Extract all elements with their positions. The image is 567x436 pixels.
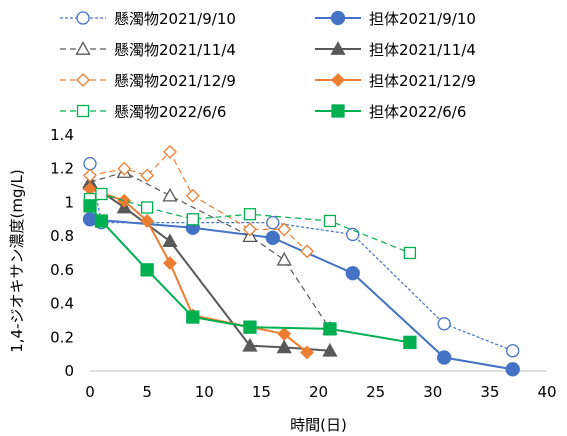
data-point xyxy=(185,188,200,203)
data-point xyxy=(242,337,258,352)
legend-marker xyxy=(331,104,345,118)
legend-marker xyxy=(76,73,90,87)
legend-label: 担体2021/11/4 xyxy=(369,41,476,59)
data-point xyxy=(300,345,314,360)
data-point xyxy=(82,212,98,227)
legend-marker xyxy=(330,10,346,26)
legend-label: 懸濁物2021/9/10 xyxy=(114,10,236,28)
legend-label: 担体2021/12/9 xyxy=(369,72,476,90)
y-tick-label: 0.6 xyxy=(50,261,74,279)
data-point xyxy=(243,208,257,221)
series-line xyxy=(89,163,513,352)
y-tick-label: 1 xyxy=(64,193,74,211)
data-point xyxy=(276,251,292,266)
series-8 xyxy=(83,199,417,349)
data-point xyxy=(323,322,337,336)
data-point xyxy=(437,350,452,365)
data-point xyxy=(162,187,178,202)
data-point xyxy=(140,168,155,183)
legend-item: 担体2021/9/10 xyxy=(315,10,476,28)
x-tick-label: 30 xyxy=(423,383,442,401)
x-tick-label: 35 xyxy=(480,383,499,401)
series-1 xyxy=(83,157,520,358)
data-point xyxy=(323,214,337,228)
data-point xyxy=(186,310,200,324)
y-tick-label: 0.2 xyxy=(50,328,74,346)
legend-item: 担体2022/6/6 xyxy=(315,103,466,121)
data-point xyxy=(83,199,97,213)
x-tick-label: 20 xyxy=(309,383,328,401)
y-tick-label: 0 xyxy=(64,362,74,380)
data-point xyxy=(266,216,280,230)
x-tick-label: 25 xyxy=(366,383,385,401)
series-4 xyxy=(82,176,338,357)
data-point xyxy=(403,246,417,260)
legend-item: 懸濁物2021/11/4 xyxy=(60,41,236,59)
y-tick-label: 0.8 xyxy=(50,227,74,245)
data-point xyxy=(276,339,292,354)
legend-marker xyxy=(331,73,345,87)
x-tick-label: 40 xyxy=(537,383,556,401)
legend-label: 懸濁物2022/6/6 xyxy=(114,103,226,121)
legend-marker xyxy=(75,41,91,55)
data-point xyxy=(140,263,154,277)
data-point xyxy=(94,214,109,228)
x-tick-label: 10 xyxy=(195,383,214,401)
series-7 xyxy=(83,187,417,260)
data-point xyxy=(95,187,108,201)
legend-label: 担体2021/9/10 xyxy=(369,10,476,28)
x-tick-label: 0 xyxy=(85,383,95,401)
data-point xyxy=(437,317,451,331)
axes: 0 5 10 15 20 25 30 35 40 0 0.2 0.4 0.6 0.8 1 1.2 1.4 xyxy=(50,126,556,401)
legend-label: 担体2022/6/6 xyxy=(369,103,466,121)
data-point xyxy=(300,244,314,259)
x-axis-label: 時間(日) xyxy=(290,416,347,434)
series-line xyxy=(89,171,331,330)
legend-label: 懸濁物2021/12/9 xyxy=(114,72,236,90)
data-point xyxy=(162,233,178,248)
data-point xyxy=(163,256,177,271)
plot-area xyxy=(82,144,520,377)
legend-marker xyxy=(330,41,346,55)
data-point xyxy=(277,222,292,237)
data-point xyxy=(346,227,360,242)
legend-item: 懸濁物2021/12/9 xyxy=(60,72,236,90)
legend-item: 担体2021/12/9 xyxy=(315,72,476,90)
data-point xyxy=(505,362,520,377)
data-point xyxy=(83,168,97,183)
data-point xyxy=(83,157,97,171)
data-point xyxy=(163,144,177,159)
y-tick-label: 0.4 xyxy=(50,295,74,313)
data-point xyxy=(265,230,280,245)
data-point xyxy=(186,213,199,226)
data-point xyxy=(140,201,154,214)
y-axis-label: 1,4-ジオキサン濃度(mg/L) xyxy=(8,169,26,353)
x-tick-label: 15 xyxy=(252,383,271,401)
series-6 xyxy=(83,182,314,360)
data-point xyxy=(243,222,257,237)
series-5 xyxy=(83,144,314,259)
legend-item: 担体2021/11/4 xyxy=(315,41,476,59)
legend-item: 懸濁物2022/6/6 xyxy=(60,103,226,121)
y-tick-label: 1.4 xyxy=(50,126,74,144)
series-line xyxy=(89,183,330,352)
legend-label: 懸濁物2021/11/4 xyxy=(114,41,236,59)
data-point xyxy=(140,214,155,228)
legend: 懸濁物2021/9/10 担体2021/9/10 懸濁物2021/11/4 担体202… xyxy=(60,10,476,121)
data-point xyxy=(117,161,132,176)
data-point xyxy=(277,326,292,341)
x-tick-label: 5 xyxy=(142,383,152,401)
legend-marker xyxy=(76,104,90,118)
data-point xyxy=(345,266,360,281)
series-line xyxy=(89,218,513,371)
data-point xyxy=(117,193,132,208)
data-point xyxy=(243,320,257,334)
legend-item: 懸濁物2021/9/10 xyxy=(60,10,236,28)
data-point xyxy=(322,342,338,357)
y-tick-label: 1.2 xyxy=(50,160,74,178)
data-point xyxy=(403,335,417,349)
legend-marker xyxy=(76,11,90,25)
data-point xyxy=(506,344,520,358)
